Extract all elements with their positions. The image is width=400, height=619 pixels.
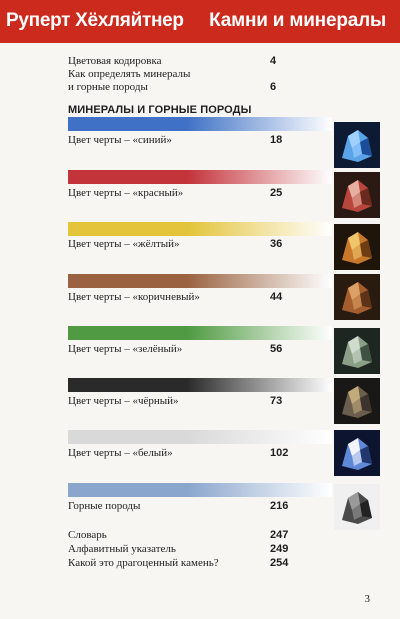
toc-page-number: 56 [270,343,283,355]
book-title: Камни и минералы [209,10,386,31]
black-mineral-icon [334,378,380,424]
toc-entry-label[interactable]: и горные породы [68,81,148,93]
toc-entry-label[interactable]: Горные породы [68,500,141,512]
toc-entry-label[interactable]: Цвет черты – «белый» [68,447,173,459]
toc-entry-label[interactable]: Цвет черты – «коричневый» [68,291,200,303]
color-band [68,326,332,340]
blue-crystal-icon [334,122,380,168]
toc-page-number: 36 [270,238,283,250]
toc-entry-label[interactable]: Алфавитный указатель [68,543,176,555]
page-header: Руперт Хёхляйтнер Камни и минералы [0,0,400,43]
toc-page-number: 44 [270,291,283,303]
toc-page-number: 18 [270,134,283,146]
toc-entry-label[interactable]: Цветовая кодировка [68,55,162,67]
brown-crystal-icon [334,274,380,320]
toc-entry-label[interactable]: Какой это драгоценный камень? [68,557,219,569]
toc-page-number: 25 [270,187,283,199]
toc-entry-label[interactable]: Цвет черты – «зелёный» [68,343,183,355]
section-heading: МИНЕРАЛЫ И ГОРНЫЕ ПОРОДЫ [68,104,252,116]
color-band [68,378,332,392]
color-band [68,483,332,497]
toc-page-number: 102 [270,447,289,459]
toc-page-number: 4 [270,55,277,67]
color-band [68,170,332,184]
white-crystal-icon [334,430,380,476]
toc-page-number: 254 [270,557,289,569]
color-band [68,222,332,236]
toc-entry-label[interactable]: Цвет черты – «синий» [68,134,172,146]
toc-entry-label[interactable]: Цвет черты – «чёрный» [68,395,179,407]
green-mineral-icon [334,328,380,374]
color-band [68,117,332,131]
toc-entry-label[interactable]: Цвет черты – «жёлтый» [68,238,180,250]
color-band [68,274,332,288]
toc-page-number: 247 [270,529,289,541]
toc-entry-label[interactable]: Словарь [68,529,107,541]
amber-crystal-icon [334,224,380,270]
toc-entry-label[interactable]: Как определять минералы [68,68,191,80]
color-band [68,430,332,444]
toc-page-number: 6 [270,81,277,93]
toc-entry-label[interactable]: Цвет черты – «красный» [68,187,184,199]
rock-icon [334,484,380,530]
page-folio: 3 [364,593,371,605]
red-crystal-icon [334,172,380,218]
toc-page-number: 249 [270,543,289,555]
toc-page-number: 216 [270,500,289,512]
toc-page-number: 73 [270,395,283,407]
author-name: Руперт Хёхляйтнер [6,10,184,31]
